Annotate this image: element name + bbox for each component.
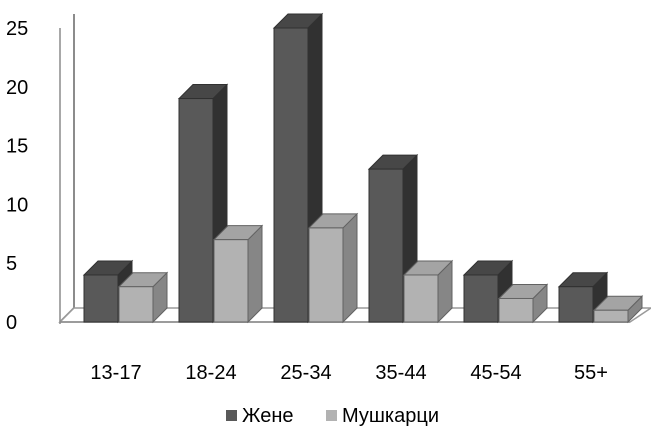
bars xyxy=(82,12,644,324)
x-axis-category-labels: 13-17 18-24 25-34 35-44 45-54 55+ xyxy=(90,362,608,384)
category-label-25-34: 25-34 xyxy=(280,362,331,384)
bar-mushkarci-18-24 xyxy=(212,224,264,324)
legend-swatch-zhene xyxy=(226,410,237,421)
bar-zhene-25-34 xyxy=(272,12,324,324)
bar-mushkarci-13-17 xyxy=(117,271,169,324)
legend: Жене Мушкарци xyxy=(226,405,439,427)
category-label-45-54: 45-54 xyxy=(470,362,521,384)
y-tick-label-5: 5 xyxy=(6,253,17,275)
y-tick-label-10: 10 xyxy=(6,194,28,216)
y-tick-label-20: 20 xyxy=(6,77,28,99)
y-axis-tick-labels: 0 5 10 15 20 25 xyxy=(6,18,28,334)
y-tick-label-15: 15 xyxy=(6,136,28,158)
y-tick-label-25: 25 xyxy=(6,18,28,40)
category-label-35-44: 35-44 xyxy=(375,362,426,384)
y-axis-wall-line xyxy=(59,14,75,323)
bar-mushkarci-25-34 xyxy=(307,212,359,324)
category-label-13-17: 13-17 xyxy=(90,362,141,384)
bar-mushkarci-35-44 xyxy=(402,259,454,324)
legend-label-zhene: Жене xyxy=(242,405,294,427)
category-label-55-plus: 55+ xyxy=(574,362,608,384)
y-tick-label-0: 0 xyxy=(6,312,17,334)
bar-mushkarci-45-54 xyxy=(497,283,549,324)
legend-swatch-mushkarci xyxy=(326,410,337,421)
bar-mushkarci-55-plus xyxy=(592,295,644,324)
category-label-18-24: 18-24 xyxy=(185,362,236,384)
legend-label-mushkarci: Мушкарци xyxy=(342,405,439,427)
bar-zhene-55-plus xyxy=(557,271,609,324)
